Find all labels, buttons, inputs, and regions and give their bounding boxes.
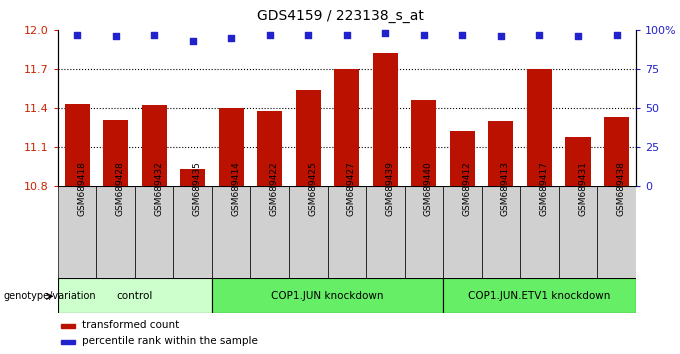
Text: GSM689425: GSM689425 bbox=[308, 161, 318, 216]
Text: GSM689440: GSM689440 bbox=[424, 161, 433, 216]
Text: GSM689432: GSM689432 bbox=[154, 161, 163, 216]
Point bbox=[496, 34, 507, 39]
Bar bbox=[212, 186, 250, 278]
Point bbox=[573, 34, 583, 39]
Point bbox=[187, 38, 198, 44]
Point bbox=[226, 35, 237, 41]
Text: GSM689417: GSM689417 bbox=[539, 161, 549, 216]
Point bbox=[149, 32, 160, 38]
Point bbox=[418, 32, 429, 38]
Bar bbox=[566, 137, 590, 186]
Text: GSM689439: GSM689439 bbox=[386, 161, 394, 216]
Bar bbox=[65, 104, 90, 186]
Bar bbox=[289, 186, 328, 278]
Bar bbox=[405, 186, 443, 278]
Point bbox=[265, 32, 275, 38]
Point bbox=[611, 32, 622, 38]
Text: GSM689427: GSM689427 bbox=[347, 161, 356, 216]
Bar bbox=[58, 278, 212, 313]
Text: GSM689413: GSM689413 bbox=[501, 161, 510, 216]
Bar bbox=[488, 121, 513, 186]
Bar bbox=[527, 69, 552, 186]
Bar bbox=[366, 186, 405, 278]
Text: GSM689435: GSM689435 bbox=[192, 161, 202, 216]
Point bbox=[110, 34, 121, 39]
Text: GSM689418: GSM689418 bbox=[77, 161, 86, 216]
Text: GSM689422: GSM689422 bbox=[270, 161, 279, 216]
Bar bbox=[450, 131, 475, 186]
Bar bbox=[135, 186, 173, 278]
Bar bbox=[257, 110, 282, 186]
Bar bbox=[443, 278, 636, 313]
Bar bbox=[97, 186, 135, 278]
Point bbox=[380, 30, 391, 36]
Point bbox=[534, 32, 545, 38]
Bar bbox=[250, 186, 289, 278]
Bar bbox=[328, 186, 366, 278]
Bar bbox=[411, 100, 437, 186]
Bar bbox=[481, 186, 520, 278]
Bar bbox=[597, 186, 636, 278]
Text: GSM689431: GSM689431 bbox=[578, 161, 587, 216]
Bar bbox=[58, 186, 97, 278]
Point bbox=[71, 32, 82, 38]
Text: COP1.JUN knockdown: COP1.JUN knockdown bbox=[271, 291, 384, 301]
Bar bbox=[103, 120, 128, 186]
Bar bbox=[61, 324, 75, 328]
Bar bbox=[335, 69, 359, 186]
Bar bbox=[604, 117, 629, 186]
Text: GSM689428: GSM689428 bbox=[116, 161, 124, 216]
Text: transformed count: transformed count bbox=[82, 320, 179, 330]
Bar bbox=[219, 108, 243, 186]
Text: GSM689414: GSM689414 bbox=[231, 161, 240, 216]
Text: genotype/variation: genotype/variation bbox=[3, 291, 96, 301]
Text: COP1.JUN.ETV1 knockdown: COP1.JUN.ETV1 knockdown bbox=[469, 291, 611, 301]
Bar bbox=[559, 186, 597, 278]
Text: GSM689412: GSM689412 bbox=[462, 161, 471, 216]
Text: GDS4159 / 223138_s_at: GDS4159 / 223138_s_at bbox=[256, 9, 424, 23]
Point bbox=[303, 32, 313, 38]
Bar bbox=[212, 278, 443, 313]
Bar bbox=[296, 90, 321, 186]
Bar bbox=[443, 186, 481, 278]
Bar bbox=[141, 105, 167, 186]
Point bbox=[341, 32, 352, 38]
Text: GSM689438: GSM689438 bbox=[617, 161, 626, 216]
Text: control: control bbox=[117, 291, 153, 301]
Point bbox=[457, 32, 468, 38]
Bar bbox=[173, 186, 212, 278]
Bar bbox=[373, 53, 398, 186]
Bar bbox=[180, 169, 205, 186]
Text: percentile rank within the sample: percentile rank within the sample bbox=[82, 336, 258, 346]
Bar bbox=[61, 340, 75, 344]
Bar bbox=[520, 186, 559, 278]
